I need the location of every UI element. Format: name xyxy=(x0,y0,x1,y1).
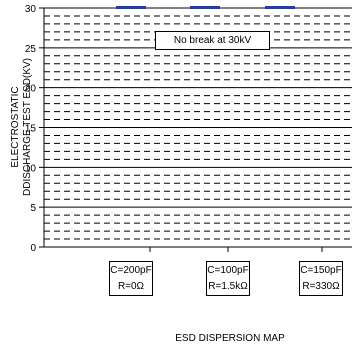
bar-3 xyxy=(265,6,295,9)
y-tick-label: 0 xyxy=(30,243,36,254)
y-tick-label: 20 xyxy=(25,84,37,95)
x-axis-title: ESD DISPERSION MAP xyxy=(175,333,285,344)
category-label-line1: C=100pF xyxy=(207,265,249,276)
y-tick-label: 15 xyxy=(25,124,37,135)
category-label-line2: R=330Ω xyxy=(302,281,340,292)
annotation-no-break: No break at 30kV xyxy=(155,31,270,50)
bar-2 xyxy=(190,6,220,9)
y-axis-label-line2: DDISCHARGE TEST ESD(KV) xyxy=(22,58,33,196)
category-box-3: C=150pF R=330Ω xyxy=(299,261,343,296)
category-box-2: C=100pF R=1.5kΩ xyxy=(206,261,250,296)
category-label-line2: R=0Ω xyxy=(117,281,145,292)
category-label-line1: C=200pF xyxy=(110,265,152,276)
y-axis-label-line1: ELECTROSTATIC xyxy=(10,86,21,167)
bar-1 xyxy=(116,6,146,9)
category-label-line1: C=150pF xyxy=(300,265,342,276)
y-tick-label: 10 xyxy=(25,163,37,174)
y-tick-label: 25 xyxy=(25,44,37,55)
y-tick-label: 5 xyxy=(30,203,36,214)
category-box-1: C=200pF R=0Ω xyxy=(109,261,153,296)
category-label-line2: R=1.5kΩ xyxy=(208,281,248,292)
y-tick-label: 30 xyxy=(25,4,37,15)
